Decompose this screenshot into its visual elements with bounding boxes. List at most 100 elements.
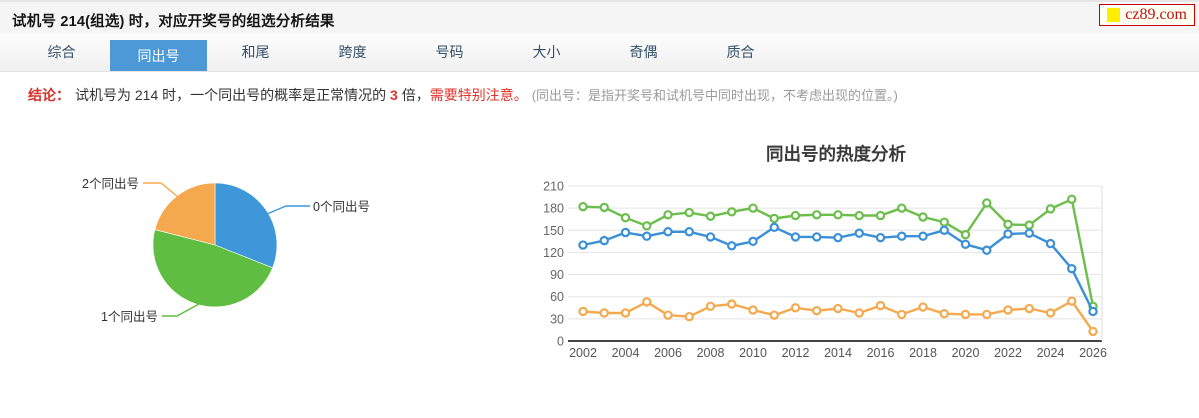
marker-blue-series-2012 — [790, 232, 801, 242]
tab-zonghe[interactable]: 综合 — [47, 44, 76, 60]
marker-green-series-2007 — [684, 207, 694, 218]
x-tick-label-2024: 2024 — [1037, 346, 1065, 360]
x-tick-label-2004: 2004 — [612, 346, 640, 360]
marker-blue-series-2015 — [854, 228, 864, 238]
y-tick-label-30: 30 — [550, 312, 564, 326]
marker-orange-series-2006 — [663, 310, 673, 320]
x-tick-label-2002: 2002 — [569, 346, 597, 360]
marker-blue-series-2014 — [833, 232, 843, 243]
x-tick-label-2008: 2008 — [697, 346, 725, 360]
marker-orange-series-2014 — [833, 303, 843, 314]
marker-orange-series-2007 — [684, 311, 694, 322]
page-title: 试机号 214(组选) 时，对应开奖号的组选分析结果 — [12, 14, 335, 30]
marker-blue-series-2009 — [727, 241, 737, 251]
y-tick-label-0: 0 — [557, 335, 564, 349]
marker-orange-series-2026 — [1088, 326, 1098, 337]
marker-green-series-2020 — [960, 230, 971, 240]
marker-green-series-2017 — [897, 203, 907, 213]
x-tick-label-2016: 2016 — [867, 346, 895, 360]
y-tick-label-210: 210 — [543, 180, 564, 194]
marker-green-series-2018 — [918, 212, 928, 222]
marker-blue-series-2024 — [1045, 238, 1056, 249]
marker-green-series-2024 — [1045, 204, 1056, 214]
marker-green-series-2014 — [833, 210, 843, 220]
conclusion-warning: 需要特别注意。 — [429, 87, 528, 103]
x-tick-label-2006: 2006 — [654, 346, 682, 360]
marker-orange-series-2015 — [854, 308, 864, 318]
marker-green-series-2002 — [578, 201, 588, 212]
marker-blue-series-2026 — [1088, 306, 1098, 317]
marker-blue-series-2018 — [918, 231, 928, 241]
x-tick-label-2020: 2020 — [952, 346, 980, 360]
marker-orange-series-2017 — [897, 309, 907, 320]
marker-orange-series-2008 — [705, 301, 716, 312]
tab-haoma[interactable]: 号码 — [435, 44, 464, 60]
tab-kuadu[interactable]: 跨度 — [338, 44, 367, 60]
marker-orange-series-2019 — [939, 308, 949, 319]
marker-blue-series-2007 — [684, 227, 694, 237]
conclusion-prefix: 结论： — [28, 87, 70, 103]
marker-orange-series-2003 — [599, 308, 609, 318]
marker-blue-series-2021 — [982, 245, 992, 255]
marker-blue-series-2004 — [620, 227, 631, 238]
site-logo[interactable]: cz89.com — [1099, 4, 1195, 26]
marker-green-series-2011 — [769, 213, 779, 224]
x-tick-label-2012: 2012 — [782, 346, 810, 360]
y-tick-label-180: 180 — [543, 202, 564, 216]
x-tick-label-2010: 2010 — [739, 346, 767, 360]
marker-green-series-2013 — [812, 210, 822, 220]
line-chart: 同出号的热度分析 0 30 60 90 120 150 180 210 2002 2004 2006 2… — [543, 144, 1107, 360]
marker-blue-series-2022 — [1003, 229, 1013, 239]
line-chart-title: 同出号的热度分析 — [766, 144, 906, 164]
x-tick-label-2014: 2014 — [824, 346, 852, 360]
marker-green-series-2010 — [748, 203, 758, 213]
marker-orange-series-2024 — [1045, 308, 1056, 318]
y-tick-label-60: 60 — [550, 290, 564, 304]
pie-slice-0个同出号 — [214, 182, 278, 269]
marker-green-series-2022 — [1003, 219, 1013, 230]
conclusion-text-2: 倍， — [397, 87, 430, 103]
marker-green-series-2003 — [599, 202, 609, 213]
pie-label-1个同出号: 1个同出号 — [101, 310, 158, 324]
marker-blue-series-2006 — [663, 227, 673, 237]
marker-orange-series-2010 — [748, 305, 758, 315]
tab-tongchuhao[interactable]: 同出号 — [110, 40, 207, 71]
tab-zhihe[interactable]: 质合 — [726, 44, 755, 60]
marker-green-series-2012 — [790, 210, 801, 221]
marker-green-series-2021 — [982, 198, 992, 208]
marker-green-series-2019 — [939, 217, 949, 227]
pie-chart: 0个同出号 1个同出号 2个同出号 — [82, 177, 370, 324]
tab-daxiao[interactable]: 大小 — [532, 44, 561, 60]
marker-orange-series-2005 — [642, 297, 652, 307]
conclusion-multiplier: 3 — [390, 87, 398, 103]
pie-slice-1个同出号 — [152, 229, 273, 308]
marker-blue-series-2010 — [748, 236, 758, 247]
marker-blue-series-2016 — [875, 232, 886, 243]
y-tick-label-150: 150 — [543, 224, 564, 238]
marker-green-series-2008 — [705, 211, 716, 221]
header-bar: 试机号 214(组选) 时，对应开奖号的组选分析结果 cz89.com — [0, 0, 1199, 34]
x-tick-label-2018: 2018 — [909, 346, 937, 360]
conclusion-line: 结论： 试机号为 214 时，一个同出号的概率是正常情况的 3 倍，需要特别注意。… — [0, 72, 1199, 110]
logo-square-icon — [1107, 8, 1121, 22]
marker-green-series-2006 — [663, 210, 673, 220]
marker-orange-series-2009 — [727, 299, 737, 309]
marker-green-series-2005 — [642, 221, 652, 231]
marker-blue-series-2019 — [939, 225, 949, 235]
pie-callout-line-0个同出号 — [266, 205, 310, 215]
tab-hewei[interactable]: 和尾 — [241, 44, 270, 60]
marker-orange-series-2011 — [769, 310, 779, 320]
conclusion-text-1: 试机号为 214 时，一个同出号的概率是正常情况的 — [75, 87, 391, 103]
marker-blue-series-2003 — [599, 235, 609, 246]
marker-orange-series-2012 — [790, 303, 801, 313]
tab-jiou[interactable]: 奇偶 — [629, 44, 658, 60]
marker-green-series-2025 — [1067, 194, 1077, 204]
marker-orange-series-2020 — [960, 309, 971, 320]
marker-green-series-2004 — [620, 213, 631, 223]
marker-orange-series-2023 — [1024, 303, 1034, 314]
marker-orange-series-2013 — [812, 306, 822, 316]
x-tick-label-2022: 2022 — [994, 346, 1022, 360]
marker-orange-series-2021 — [982, 309, 992, 320]
marker-orange-series-2022 — [1003, 305, 1013, 315]
